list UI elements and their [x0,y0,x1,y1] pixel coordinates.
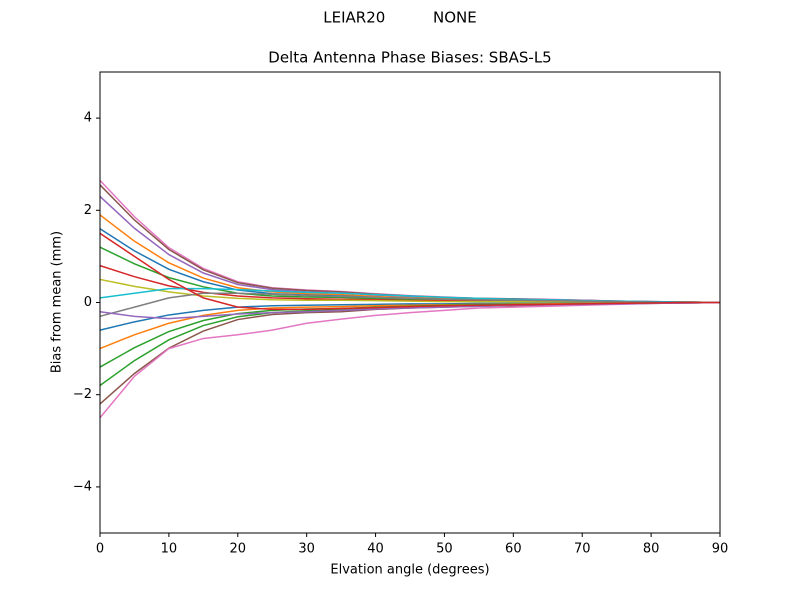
y-tick-label: −2 [73,387,92,402]
series-line [99,301,721,419]
x-tick-label: 60 [505,542,522,557]
x-tick-label: 10 [161,542,178,557]
x-tick-label: 70 [574,542,591,557]
y-tick-label: −4 [73,479,92,494]
suptitle: LEIAR20 NONE [323,9,476,27]
y-tick-label: 2 [84,203,92,218]
x-tick-label: 0 [96,542,104,557]
x-tick-label: 50 [436,542,453,557]
series-line [99,184,721,304]
x-tick-label: 40 [367,542,384,557]
x-tick-label: 90 [712,542,729,557]
series-line [99,195,721,304]
plot-area [99,179,721,419]
y-axis-label: Bias from mean (mm) [50,231,65,373]
series-line [99,301,721,387]
x-tick-label: 80 [643,542,660,557]
series-line [99,292,720,318]
x-axis-label: Elvation angle (degrees) [330,563,489,578]
series-line [99,228,720,304]
series-line [99,232,720,311]
x-tick-label: 30 [298,542,315,557]
y-tick-label: 4 [84,111,92,126]
chart-title: Delta Antenna Phase Biases: SBAS-L5 [268,49,551,67]
x-tick-label: 20 [230,542,247,557]
y-tick-label: 0 [84,295,92,310]
